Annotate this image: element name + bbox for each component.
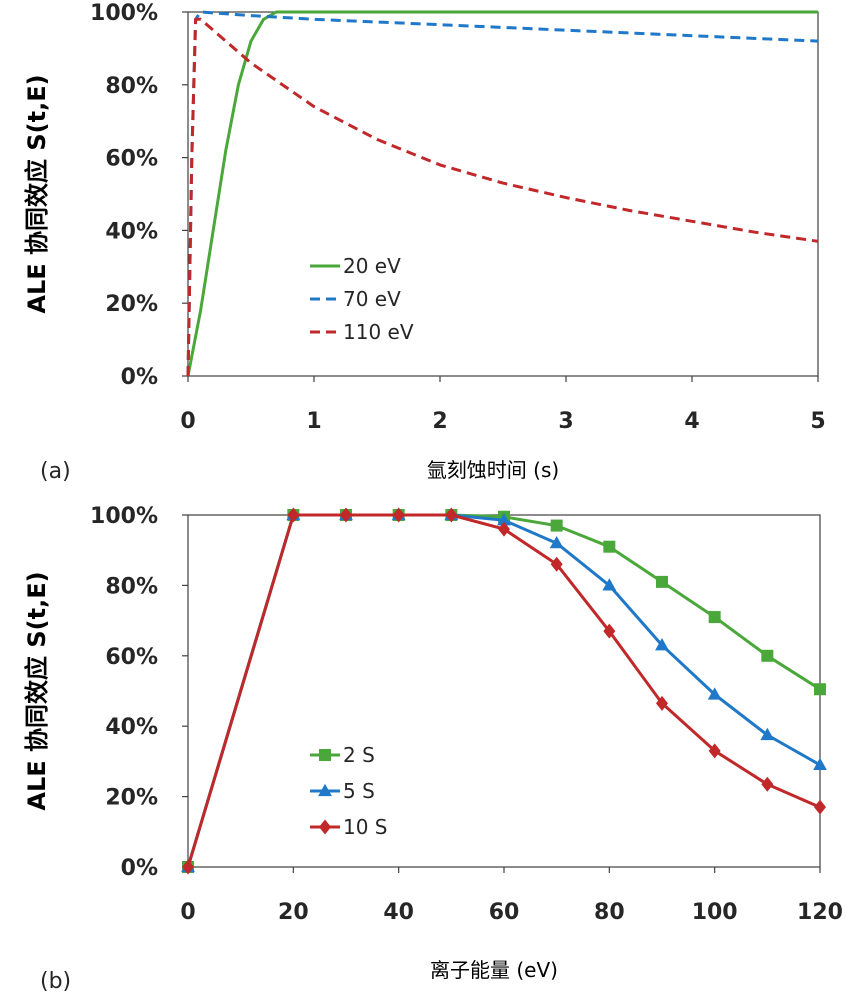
y-axis-label: ALE 协同效应 S(t,E)	[23, 571, 51, 810]
series-line-20-ev	[186, 10, 818, 377]
y-axis-label: ALE 协同效应 S(t,E)	[23, 74, 51, 313]
x-tick-label: 1	[306, 409, 321, 434]
y-tick-label: 60%	[105, 645, 158, 670]
y-tick-label: 20%	[105, 292, 158, 317]
chart-panel-a: 0% 20% 40% 60% 80% 100% 0 1 2 3 4 5 ALE 协同效应 S(t,E) 氩…	[23, 1, 826, 484]
data-point	[182, 859, 194, 875]
data-point	[602, 578, 617, 591]
data-point	[655, 638, 669, 651]
x-tick-label: 80	[594, 900, 625, 925]
panel-label: (b)	[40, 969, 71, 994]
legend-marker	[318, 783, 332, 797]
x-axis-label: 离子能量 (eV)	[430, 958, 558, 982]
data-point	[708, 611, 721, 624]
data-point	[498, 521, 510, 537]
data-point	[761, 649, 774, 662]
series-line-70-ev	[186, 10, 819, 377]
x-tick-label: 0	[180, 900, 195, 925]
x-tick-label: 0	[180, 409, 195, 434]
data-point	[340, 507, 352, 523]
y-tick-label: 0%	[121, 365, 158, 390]
data-point	[549, 535, 564, 549]
x-tick-label: 40	[383, 900, 414, 925]
legend-label: 70 eV	[343, 287, 401, 311]
x-tick-label: 5	[810, 409, 825, 434]
legend-label: 5 S	[343, 779, 375, 803]
plot-frame	[187, 514, 821, 868]
y-tick-label: 100%	[90, 1, 158, 26]
data-point	[708, 743, 721, 759]
y-tick-label: 100%	[90, 504, 158, 529]
series-line-5-s	[186, 513, 821, 868]
data-point	[392, 507, 405, 523]
data-point	[656, 575, 668, 588]
data-point	[760, 727, 775, 741]
legend-marker	[319, 819, 331, 835]
panel-label: (a)	[40, 459, 71, 484]
data-point	[603, 540, 616, 553]
legend-label: 20 eV	[343, 254, 401, 278]
data-point	[445, 507, 458, 523]
x-tick-label: 120	[797, 900, 843, 925]
data-point	[550, 519, 563, 532]
y-tick-label: 40%	[105, 715, 158, 740]
data-point	[497, 513, 511, 526]
y-tick-label: 60%	[105, 147, 158, 172]
data-point	[707, 687, 722, 700]
data-point	[550, 556, 563, 572]
legend-marker	[319, 749, 331, 761]
x-tick-label: 4	[684, 409, 699, 434]
chart-panel-b: 0% 20% 40% 60% 80% 100% 0 20 40 60 80 100 120 ALE 协同效…	[23, 504, 843, 994]
series-line-2-s	[186, 513, 821, 868]
x-tick-label: 60	[489, 900, 520, 925]
x-tick-label: 3	[558, 409, 573, 434]
series-line-10-s	[186, 513, 821, 868]
x-axis-label: 氩刻蚀时间 (s)	[427, 458, 559, 482]
legend-label: 110 eV	[343, 320, 414, 344]
data-point	[814, 683, 826, 696]
x-tick-label: 100	[692, 900, 738, 925]
x-tick-label: 2	[432, 409, 447, 434]
y-tick-label: 20%	[105, 786, 158, 811]
y-tick-label: 40%	[105, 219, 158, 244]
data-point	[287, 507, 300, 523]
legend-label: 10 S	[343, 815, 388, 839]
data-point	[603, 623, 616, 639]
series-line-110-ev	[186, 17, 819, 377]
data-point	[814, 799, 826, 815]
data-point	[761, 776, 774, 792]
data-point	[656, 695, 668, 711]
plot-frame	[187, 11, 819, 377]
y-tick-label: 80%	[105, 74, 158, 99]
data-point	[813, 757, 827, 771]
y-tick-label: 80%	[105, 574, 158, 599]
legend-label: 2 S	[343, 743, 375, 767]
y-tick-label: 0%	[121, 856, 158, 881]
x-tick-label: 20	[278, 900, 309, 925]
